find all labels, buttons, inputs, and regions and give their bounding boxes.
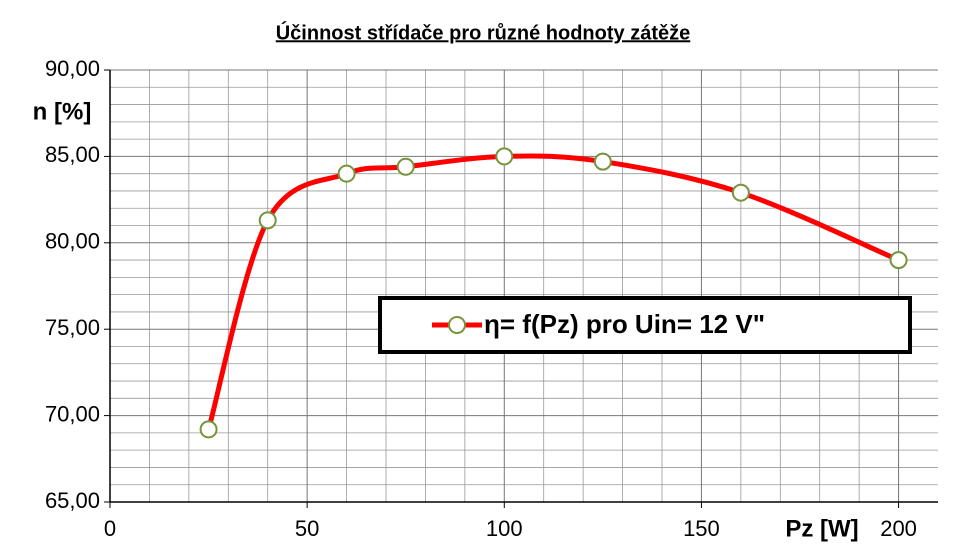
x-tick-label: 150 [683, 516, 720, 541]
marker [495, 147, 514, 166]
y-tick-label: 70,00 [45, 401, 100, 426]
y-axis-label: n [%] [33, 98, 92, 125]
marker [337, 164, 356, 183]
x-tick-label: 200 [880, 516, 917, 541]
marker [258, 211, 277, 230]
x-tick-label: 0 [104, 516, 116, 541]
x-tick-label: 50 [295, 516, 319, 541]
marker [199, 420, 218, 439]
x-axis-label: Pz [W] [785, 515, 858, 542]
legend-marker [448, 316, 466, 334]
x-tick-label: 100 [486, 516, 523, 541]
marker [593, 152, 612, 171]
marker [396, 157, 415, 176]
legend-label: η= f(Pz) pro Uin= 12 V" [484, 309, 765, 339]
chart-title: Účinnost střídače pro různé hodnoty zátě… [276, 20, 691, 44]
marker [731, 183, 750, 202]
y-tick-label: 80,00 [45, 229, 100, 254]
y-tick-label: 90,00 [45, 56, 100, 81]
marker [889, 251, 908, 270]
y-tick-label: 65,00 [45, 488, 100, 513]
y-tick-label: 75,00 [45, 315, 100, 340]
y-tick-label: 85,00 [45, 142, 100, 167]
